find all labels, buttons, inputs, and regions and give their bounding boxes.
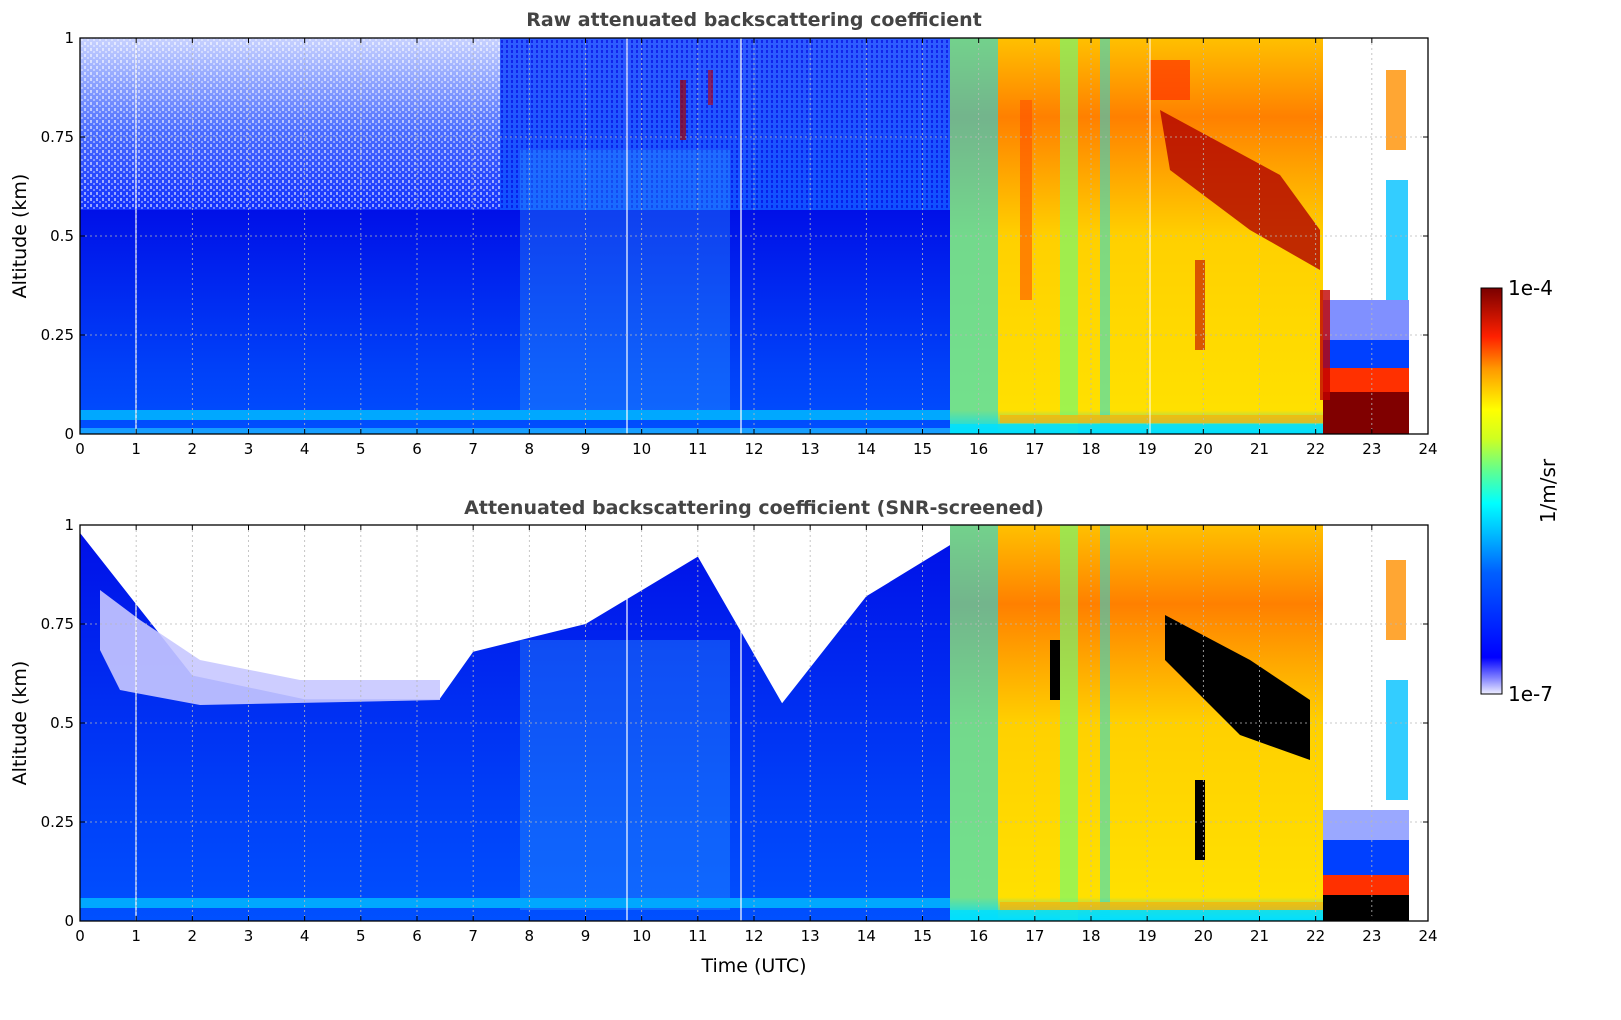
panel1-x-tick-label: 11 — [688, 440, 707, 458]
panel2-x-tick-label: 23 — [1362, 927, 1381, 945]
panel2-x-tick-label: 13 — [801, 927, 820, 945]
panel1-x-tick-label: 8 — [525, 440, 535, 458]
panel2-x-tick-label: 12 — [744, 927, 763, 945]
panel2-x-tick-label: 17 — [1025, 927, 1044, 945]
panel1-y-tick-label: 1 — [64, 29, 74, 47]
panel1-x-tick-label: 1 — [131, 440, 141, 458]
panel2-x-tick-label: 8 — [525, 927, 535, 945]
panel1-y-tick-label: 0.75 — [41, 128, 74, 146]
panel2-x-tick-label: 6 — [412, 927, 422, 945]
panel2-y-tick-label: 0 — [64, 912, 74, 930]
panel2-x-tick-label: 22 — [1306, 927, 1325, 945]
panel2-x-tick-label: 0 — [75, 927, 85, 945]
panel1-x-tick-label: 17 — [1025, 440, 1044, 458]
panel1-x-tick-label: 18 — [1081, 440, 1100, 458]
panel1-x-tick-label: 21 — [1250, 440, 1269, 458]
panel1-x-tick-label: 20 — [1194, 440, 1213, 458]
panel2-x-tick-label: 4 — [300, 927, 310, 945]
panel2-x-tick-label: 3 — [244, 927, 254, 945]
panel1-x-tick-label: 0 — [75, 440, 85, 458]
panel1-x-tick-label: 14 — [857, 440, 876, 458]
panel2-x-tick-label: 15 — [913, 927, 932, 945]
panel1-x-tick-label: 16 — [969, 440, 988, 458]
panel2-y-tick-label: 0.5 — [50, 714, 74, 732]
panel1-x-tick-label: 22 — [1306, 440, 1325, 458]
panel2-grid — [80, 525, 1428, 921]
panel2-x-tick-label: 18 — [1081, 927, 1100, 945]
panel2-x-tick-label: 16 — [969, 927, 988, 945]
panel2-x-tick-label: 19 — [1138, 927, 1157, 945]
panel2-x-tick-label: 14 — [857, 927, 876, 945]
raw-backscatter-panel: Raw attenuated backscattering coefficien… — [9, 9, 1438, 458]
colorbar-unit-label: 1/m/sr — [1536, 458, 1560, 523]
panel1-x-tick-label: 24 — [1418, 440, 1437, 458]
panel2-x-tick-label: 2 — [188, 927, 198, 945]
panel2-x-ticks: 0 1 2 3 4 5 6 7 8 9 10 11 12 13 14 15 16 17 18 19 20 21 22 23 24 — [75, 525, 1438, 945]
panel1-grid — [80, 38, 1428, 434]
colorbar: 1e-4 1e-7 1/m/sr — [1480, 276, 1560, 706]
panel1-x-tick-label: 13 — [801, 440, 820, 458]
panel2-y-tick-label: 1 — [64, 516, 74, 534]
panel1-y-tick-label: 0.5 — [50, 227, 74, 245]
panel2-x-tick-label: 7 — [468, 927, 478, 945]
colorbar-gradient — [1480, 287, 1503, 695]
panel2-x-tick-label: 21 — [1250, 927, 1269, 945]
panel2-x-tick-label: 1 — [131, 927, 141, 945]
panel1-x-ticks: 0 1 2 3 4 5 6 7 8 9 10 11 12 13 14 15 16 17 18 19 20 21 22 23 24 — [75, 38, 1438, 458]
panel2-y-ticks: 0 0.25 0.5 0.75 1 — [41, 516, 1428, 930]
colorbar-max-label: 1e-4 — [1508, 276, 1553, 300]
panel1-y-tick-label: 0.25 — [41, 326, 74, 344]
colorbar-min-label: 1e-7 — [1508, 682, 1553, 706]
panel2-x-tick-label: 24 — [1418, 927, 1437, 945]
panel1-x-tick-label: 12 — [744, 440, 763, 458]
panel1-ylabel: Altitude (km) — [9, 174, 31, 299]
panel1-x-tick-label: 23 — [1362, 440, 1381, 458]
panel1-x-tick-label: 15 — [913, 440, 932, 458]
panel2-x-tick-label: 9 — [581, 927, 591, 945]
panel1-x-tick-label: 4 — [300, 440, 310, 458]
panel2-ylabel: Altitude (km) — [9, 661, 31, 786]
panel1-x-tick-label: 7 — [468, 440, 478, 458]
panel2-title: Attenuated backscattering coefficient (S… — [464, 497, 1044, 519]
panel1-y-tick-label: 0 — [64, 425, 74, 443]
panel2-y-tick-label: 0.25 — [41, 813, 74, 831]
panel1-x-tick-label: 10 — [632, 440, 651, 458]
panel2-x-tick-label: 11 — [688, 927, 707, 945]
panel2-xlabel: Time (UTC) — [700, 955, 806, 977]
panel2-x-tick-label: 5 — [356, 927, 366, 945]
panel1-x-tick-label: 6 — [412, 440, 422, 458]
panel1-y-ticks: 0 0.25 0.5 0.75 1 — [41, 29, 1428, 443]
panel2-x-tick-label: 10 — [632, 927, 651, 945]
screened-backscatter-panel: Attenuated backscattering coefficient (S… — [9, 497, 1438, 977]
panel2-y-tick-label: 0.75 — [41, 615, 74, 633]
panel1-x-tick-label: 3 — [244, 440, 254, 458]
panel1-x-tick-label: 2 — [188, 440, 198, 458]
panel2-x-tick-label: 20 — [1194, 927, 1213, 945]
panel1-x-tick-label: 9 — [581, 440, 591, 458]
panel1-title: Raw attenuated backscattering coefficien… — [526, 9, 982, 31]
panel1-x-tick-label: 5 — [356, 440, 366, 458]
panel1-x-tick-label: 19 — [1138, 440, 1157, 458]
panel2-screened-region — [80, 532, 951, 921]
